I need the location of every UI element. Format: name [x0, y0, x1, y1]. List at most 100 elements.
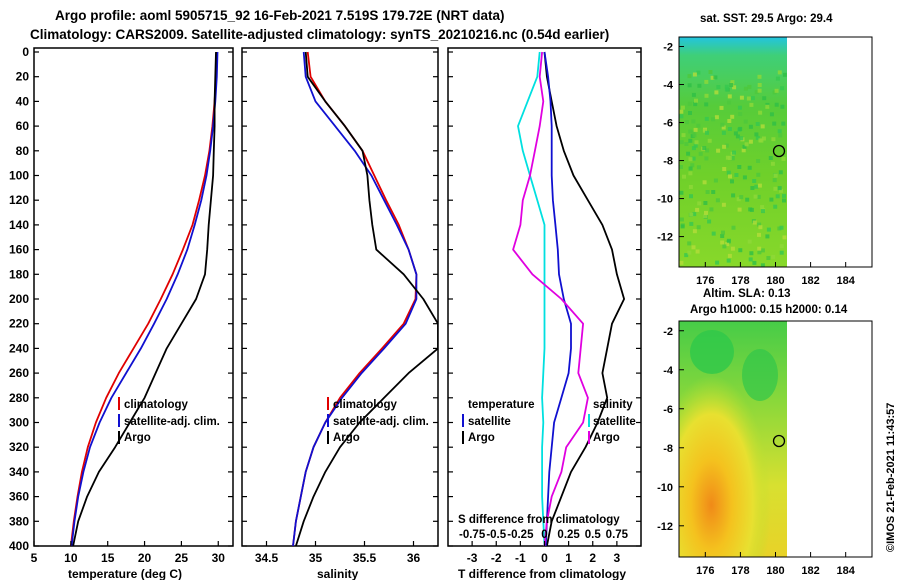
sst-speckle-cell: [691, 245, 696, 250]
sst-speckle-cell: [721, 230, 725, 235]
sst-speckle-cell: [679, 217, 684, 222]
sst-speckle-cell: [697, 83, 702, 88]
sst-speckle-cell: [713, 75, 718, 80]
sst-speckle-cell: [688, 185, 693, 189]
sst-speckle-cell: [758, 138, 763, 143]
sst-speckle-cell: [684, 142, 689, 146]
sst-speckle-cell: [714, 115, 719, 120]
sst-speckle-cell: [779, 225, 784, 230]
series-line-satellite-adj-clim-: [292, 51, 418, 546]
depth-tick-labels: 0 20 40 60 80 100 120 140 160 180 200 220 240 260 280 3…: [9, 45, 29, 553]
sst-speckle-cell: [770, 161, 775, 166]
sst-speckle-cell: [772, 178, 777, 183]
sst-speckle-cell: [739, 136, 744, 141]
series-line-temperature-satellite: [517, 51, 546, 546]
sla-low-patch: [690, 330, 734, 374]
sst-speckle-cell: [778, 133, 783, 138]
map2-ticks: 176 178 180 182 184 -2 -4 -6 -8 -10 -12: [657, 326, 856, 577]
sst-speckle-cell: [689, 212, 694, 217]
map-x-tick-label: 176: [696, 275, 714, 287]
sst-speckle-cell: [782, 235, 787, 240]
sst-speckle-cell: [782, 72, 787, 77]
x-tick-label: 35: [309, 551, 323, 565]
sst-speckle-cell: [743, 86, 748, 91]
difference-x-label: T difference from climatology: [458, 567, 626, 580]
sst-speckle-cell: [727, 127, 732, 131]
sst-speckle-cell: [691, 119, 696, 124]
s-difference-tick-label: 0.5: [585, 529, 602, 541]
sst-speckle-cell: [692, 133, 697, 138]
sst-speckle-cell: [721, 130, 726, 135]
sst-speckle-cell: [748, 124, 753, 129]
sst-speckle-cell: [696, 70, 701, 75]
sst-speckle-cell: [704, 102, 709, 107]
sst-speckle-cell: [705, 130, 709, 135]
sst-speckle-cell: [707, 138, 712, 143]
sst-speckle-cell: [702, 146, 707, 151]
sst-speckle-cell: [691, 156, 696, 161]
x-tick-label: 20: [138, 551, 152, 565]
sst-speckle-cell: [782, 193, 786, 198]
sst-speckle-cell: [769, 197, 774, 202]
map-x-tick-label: 180: [766, 275, 784, 287]
sst-speckle-cell: [748, 139, 753, 144]
sst-speckle-cell: [775, 194, 780, 199]
sst-speckle-cell: [732, 85, 737, 90]
sst-speckle-cell: [708, 70, 713, 74]
map2-argo-marker: [772, 434, 786, 448]
sst-speckle-cell: [710, 75, 715, 80]
sst-speckle-cell: [720, 234, 725, 238]
sst-speckle-cell: [707, 219, 712, 224]
sst-speckle-cell: [765, 104, 770, 109]
depth-tick-label: 180: [9, 267, 29, 281]
sst-speckle-cell: [779, 250, 784, 255]
x-tick-label: 35.5: [353, 551, 377, 565]
sst-speckle-cell: [686, 151, 691, 156]
sst-speckle-cell: [727, 156, 732, 160]
sst-speckle-cell: [716, 148, 721, 153]
x-tick-label: 0: [541, 551, 548, 565]
legend-climatology: climatology: [124, 399, 189, 411]
map2-title-line1: Altim. SLA: 0.13: [703, 288, 791, 300]
s-difference-tick-labels: -0.75 -0.5 -0.25 0 0.25 0.5 0.75: [459, 529, 629, 541]
sst-speckle-cell: [757, 83, 762, 87]
map-y-tick-label: -10: [657, 482, 673, 494]
sst-speckle-cell: [727, 100, 732, 105]
sst-speckle-cell: [695, 207, 700, 212]
s-difference-tick-label: 0: [541, 529, 547, 541]
sst-speckle-cell: [748, 207, 753, 212]
sst-speckle-cell: [728, 174, 732, 179]
sst-speckle-cell: [766, 227, 771, 232]
s-difference-tick-label: 0.75: [606, 529, 629, 541]
sst-speckle-cell: [709, 207, 714, 212]
depth-tick-label: 400: [9, 539, 29, 553]
x-tick-label: 36: [407, 551, 421, 565]
sst-speckle-cell: [716, 85, 721, 89]
series-line-argo: [72, 51, 217, 546]
depth-tick-label: 380: [9, 514, 29, 528]
map1-argo-marker: [772, 144, 786, 158]
sst-speckle-cell: [687, 101, 692, 106]
depth-tick-label: 100: [9, 169, 29, 183]
sst-speckle-cell: [704, 93, 709, 98]
legend-temp-satellite: satellite: [468, 416, 511, 428]
sst-speckle-cell: [733, 131, 738, 136]
sst-speckle-cell: [692, 212, 697, 217]
sst-speckle-cell: [743, 119, 748, 124]
sst-speckle-cell: [725, 242, 730, 247]
sst-speckle-cell: [688, 157, 693, 162]
depth-tick-label: 140: [9, 218, 29, 232]
sst-speckle-cell: [731, 225, 736, 230]
header-line-1: Argo profile: aoml 5905715_92 16-Feb-202…: [55, 8, 504, 23]
difference-plot: [512, 51, 625, 546]
sst-speckle-cell: [753, 194, 758, 199]
sst-speckle-cell: [687, 241, 692, 246]
sst-speckle-cell: [747, 239, 752, 244]
sst-speckle-cell: [711, 231, 716, 236]
sst-speckle-cell: [774, 88, 779, 93]
map-x-tick-label: 176: [696, 565, 714, 577]
sst-speckle-cell: [702, 128, 707, 133]
credit-text: ©IMOS 21-Feb-2021 11:43:57: [885, 403, 897, 552]
header-line-2: Climatology: CARS2009. Satellite-adjuste…: [30, 27, 609, 42]
temperature-plot: [70, 51, 219, 546]
